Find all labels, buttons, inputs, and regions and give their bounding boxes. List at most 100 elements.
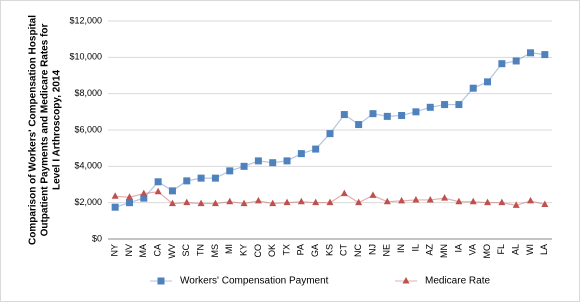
point xyxy=(484,78,492,86)
title-line: Outpatient Payments and Medicare Rates f… xyxy=(40,23,51,236)
legend-label: Workers' Compensation Payment xyxy=(180,276,329,287)
point xyxy=(369,191,377,198)
point xyxy=(157,277,165,285)
point xyxy=(226,197,234,205)
point xyxy=(398,111,406,119)
point xyxy=(283,157,291,165)
point xyxy=(383,112,391,120)
point xyxy=(125,193,133,200)
x-tick-label: OK xyxy=(267,244,277,257)
x-tick-label: IN xyxy=(396,244,406,253)
point xyxy=(469,84,477,92)
point xyxy=(168,187,176,195)
point xyxy=(312,145,320,153)
point xyxy=(355,198,363,206)
point xyxy=(512,201,520,208)
point xyxy=(512,57,520,65)
x-tick-label: MS xyxy=(210,244,220,258)
x-tick-label: VA xyxy=(468,244,478,255)
y-tick-label: $12,000 xyxy=(69,15,102,25)
x-tick-label: CA xyxy=(153,244,163,257)
point xyxy=(283,198,291,206)
point xyxy=(297,150,305,158)
x-tick-label: NV xyxy=(124,244,134,257)
point xyxy=(183,177,191,185)
point xyxy=(226,167,234,175)
x-tick-label: NJ xyxy=(367,244,377,255)
point xyxy=(498,60,506,68)
point xyxy=(269,159,277,167)
point xyxy=(455,101,463,109)
x-tick-label: KS xyxy=(324,244,334,256)
point xyxy=(541,200,549,207)
y-tick-label: $8,000 xyxy=(74,88,102,98)
point xyxy=(154,178,162,186)
x-tick-label: LA xyxy=(539,244,549,255)
title-line: Comparison of Workers' Compensation Hosp… xyxy=(28,15,39,245)
point xyxy=(340,111,348,119)
point xyxy=(383,197,391,205)
x-tick-label: MI xyxy=(224,244,234,254)
point xyxy=(455,197,463,205)
point xyxy=(527,196,535,204)
y-tick-label: $0 xyxy=(92,233,102,243)
x-tick-label: MN xyxy=(439,244,449,258)
x-tick-label: WI xyxy=(525,244,535,255)
point xyxy=(240,162,248,170)
point xyxy=(183,198,191,206)
point xyxy=(297,197,305,205)
x-tick-label: GA xyxy=(310,244,320,257)
point xyxy=(240,199,248,207)
point xyxy=(140,194,148,202)
point xyxy=(312,198,320,206)
point xyxy=(154,187,162,195)
y-tick-label: $2,000 xyxy=(74,197,102,207)
point xyxy=(412,195,420,203)
point xyxy=(140,189,148,197)
y-axis-title: Comparison of Workers' Compensation Hosp… xyxy=(28,15,63,245)
y-tick-label: $10,000 xyxy=(69,52,102,62)
point xyxy=(111,192,119,199)
x-tick-label: NC xyxy=(353,244,363,257)
y-tick-label: $6,000 xyxy=(74,124,102,134)
point xyxy=(269,199,277,207)
point xyxy=(484,198,492,206)
point xyxy=(369,110,377,118)
point xyxy=(426,195,434,203)
point xyxy=(254,157,262,165)
x-tick-label: AL xyxy=(511,244,521,255)
point xyxy=(541,51,549,59)
point xyxy=(340,189,348,197)
point xyxy=(441,194,449,201)
x-tick-label: AZ xyxy=(425,244,435,256)
x-tick-label: IA xyxy=(453,244,463,253)
x-tick-label: NY xyxy=(110,244,120,257)
x-tick-label: MO xyxy=(482,244,492,259)
title-line: Level I Arthroscopy, 2014 xyxy=(52,70,63,190)
x-tick-label: MA xyxy=(138,244,148,258)
point xyxy=(125,199,133,207)
point xyxy=(211,174,219,182)
point xyxy=(441,101,449,109)
point xyxy=(402,277,410,284)
point xyxy=(254,196,262,204)
point xyxy=(211,199,219,207)
point xyxy=(426,103,434,111)
point xyxy=(398,196,406,204)
point xyxy=(498,198,506,206)
point xyxy=(168,199,176,207)
point xyxy=(326,198,334,206)
point xyxy=(197,199,205,207)
point xyxy=(469,197,477,205)
point xyxy=(355,121,363,129)
x-tick-label: FL xyxy=(496,244,506,255)
x-tick-label: TN xyxy=(195,244,205,256)
point xyxy=(111,203,119,211)
point xyxy=(326,130,334,138)
x-tick-label: TX xyxy=(281,244,291,256)
point xyxy=(527,49,535,57)
x-tick-label: NE xyxy=(382,244,392,257)
x-tick-label: CT xyxy=(339,244,349,256)
